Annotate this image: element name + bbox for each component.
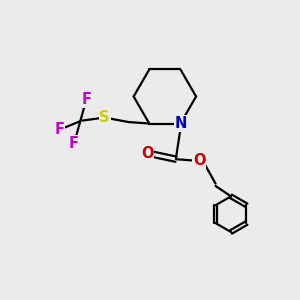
Text: O: O — [141, 146, 153, 161]
Text: F: F — [69, 136, 79, 151]
Text: F: F — [55, 122, 64, 137]
Text: S: S — [99, 110, 110, 125]
Text: F: F — [81, 92, 91, 107]
Text: N: N — [174, 116, 187, 131]
Text: O: O — [193, 153, 206, 168]
